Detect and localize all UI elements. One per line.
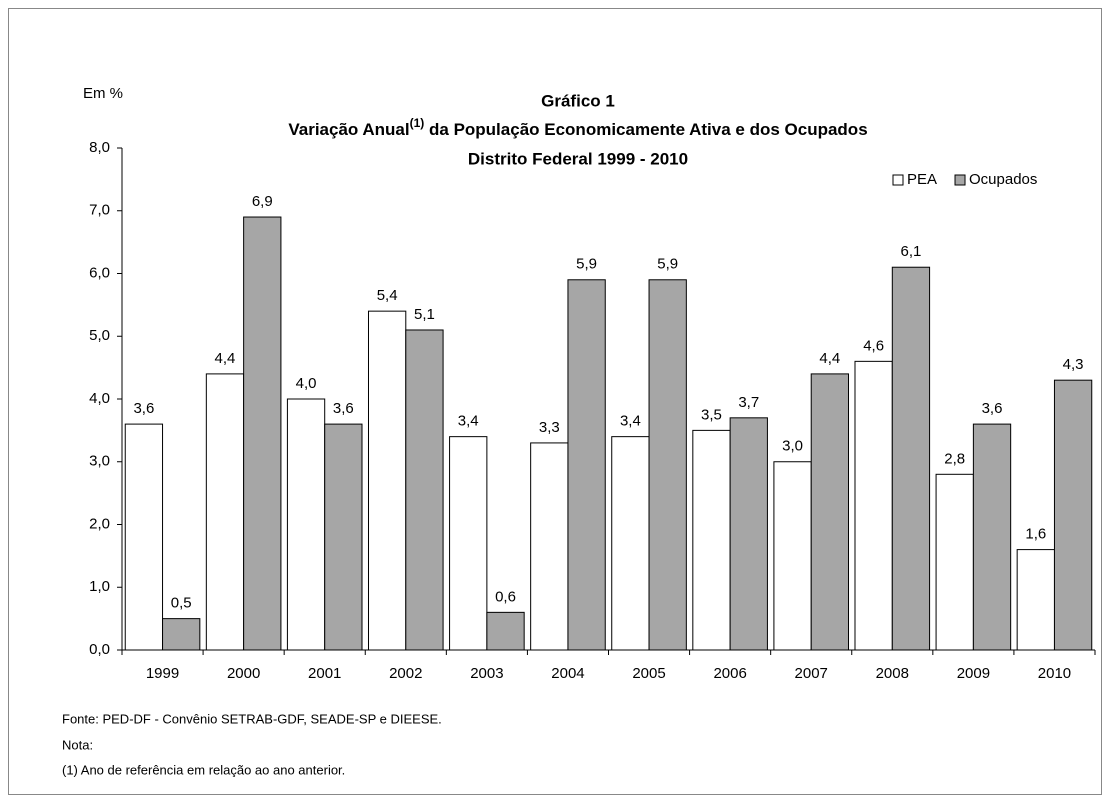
data-label: 4,6 [863,337,884,354]
x-tick-label: 2010 [1038,665,1071,682]
y-tick-label: 8,0 [89,139,110,156]
bar [891,266,931,651]
x-tick-label: 2005 [632,665,665,682]
data-label: 5,9 [657,256,678,273]
subtitle-part: Variação Anual [288,120,409,139]
x-tick-label: 2000 [227,665,260,682]
legend-swatch [892,174,904,186]
footnote: (1) Ano de referência em relação ao ano … [62,762,345,777]
bar [567,279,606,651]
y-tick-label: 4,0 [89,390,110,407]
x-tick-label: 2001 [308,665,341,682]
bar [648,279,687,651]
y-tick-label: 0,0 [89,641,110,658]
bar [286,398,326,651]
data-label: 3,4 [620,413,641,430]
bar [773,461,812,651]
subtitle-part: da População Economicamente Ativa e dos … [424,120,867,139]
data-label: 3,6 [982,400,1003,417]
bar [162,618,201,651]
bar [405,329,444,651]
bar [810,373,850,651]
x-tick-label: 2009 [957,665,990,682]
data-label: 3,6 [333,400,354,417]
data-label: 4,0 [296,375,317,392]
x-tick-label: 2008 [876,665,909,682]
footnote: Fonte: PED-DF - Convênio SETRAB-GDF, SEA… [62,711,442,726]
bar [1053,379,1093,651]
data-label: 3,4 [458,413,479,430]
y-tick-label: 1,0 [89,578,110,595]
x-tick-label: 2006 [713,665,746,682]
data-label: 6,1 [901,243,922,260]
legend-label: Ocupados [969,171,1037,188]
bar [611,436,650,651]
bar [729,417,768,651]
data-label: 3,5 [701,406,722,423]
data-label: 5,9 [576,256,597,273]
data-label: 3,0 [782,438,803,455]
bar [1016,549,1055,651]
subtitle-superscript: (1) [410,116,425,130]
data-label: 4,4 [215,350,236,367]
bar [854,360,893,651]
footnote: Nota: [62,737,93,752]
bar [972,423,1012,651]
bar [449,436,488,651]
data-label: 3,7 [738,394,759,411]
data-label: 5,4 [377,287,398,304]
bar [367,310,407,651]
x-tick-label: 2007 [795,665,828,682]
bar [205,373,245,651]
bar [124,423,164,651]
x-tick-label: 1999 [146,665,179,682]
data-label: 1,6 [1025,526,1046,543]
data-label: 3,3 [539,419,560,436]
data-label: 2,8 [944,450,965,467]
chart-subtitle: Distrito Federal 1999 - 2010 [468,149,688,168]
y-tick-label: 5,0 [89,327,110,344]
chart-subtitle: Variação Anual(1) da População Economica… [288,116,867,139]
y-tick-label: 6,0 [89,264,110,281]
y-axis-label: Em % [83,85,123,102]
data-label: 0,5 [171,595,192,612]
y-tick-label: 3,0 [89,453,110,470]
data-label: 4,4 [819,350,840,367]
legend-swatch [954,174,966,186]
x-tick-label: 2003 [470,665,503,682]
bar [486,611,525,651]
data-label: 0,6 [495,588,516,605]
chart-title: Gráfico 1 [541,91,615,110]
bar [324,423,363,651]
y-tick-label: 2,0 [89,515,110,532]
legend-label: PEA [907,171,937,188]
data-label: 6,9 [252,193,273,210]
data-label: 3,6 [133,400,154,417]
y-tick-label: 7,0 [89,202,110,219]
bar [243,216,282,651]
data-label: 5,1 [414,306,435,323]
bar [692,429,731,651]
x-tick-label: 2002 [389,665,422,682]
data-label: 4,3 [1063,356,1084,373]
bar [935,473,974,651]
bar [530,442,569,651]
x-tick-label: 2004 [551,665,584,682]
